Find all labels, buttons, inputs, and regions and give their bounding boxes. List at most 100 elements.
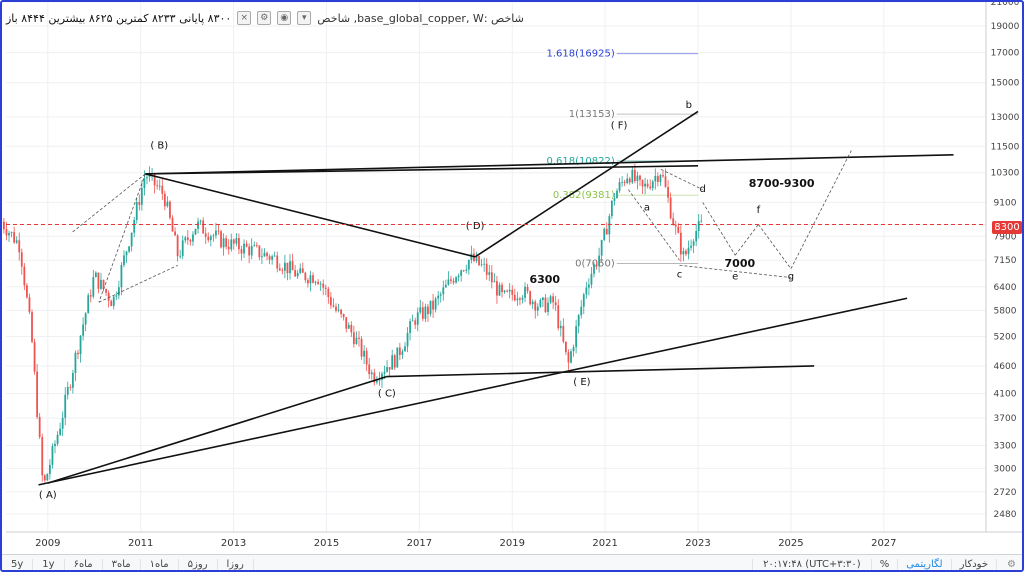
candle-body [370, 372, 373, 375]
timeframe-1y[interactable]: 1y [33, 559, 65, 570]
candle-body [194, 228, 197, 235]
candle-body [240, 249, 243, 254]
x-tick-2017: 2017 [407, 538, 432, 549]
candle-body [381, 373, 383, 380]
candle-body [355, 337, 358, 345]
candle-body [33, 341, 36, 372]
candle-body [610, 200, 613, 217]
candle-body [677, 226, 680, 233]
wave-label: ( C) [378, 388, 396, 399]
candle-body [600, 240, 603, 256]
candle-body [299, 268, 302, 273]
candle-body [383, 371, 386, 374]
candle-body [258, 245, 261, 258]
candle-body [503, 290, 506, 293]
wave-label: f [757, 205, 761, 216]
candle-body [314, 281, 317, 283]
candle-body [644, 183, 646, 187]
candle-body [641, 179, 644, 187]
candle-body [301, 268, 304, 273]
percent-toggle[interactable]: % [872, 559, 899, 570]
utc-clock[interactable]: ۲۰:۱۷:۴۸ (UTC+۳:۳۰) [752, 559, 872, 570]
settings-gear-icon[interactable]: ⚙ [1007, 559, 1016, 570]
candle-body [529, 291, 532, 305]
candle-body [554, 302, 557, 306]
candle-body [490, 272, 493, 283]
candle-body [306, 280, 309, 284]
candle-body [439, 294, 442, 296]
candles [2, 163, 703, 483]
timeframe-1m[interactable]: ۱ماه [141, 559, 179, 570]
chart-header: شاخص :base_global_copper, W, شاخص ▾ ◉ ⚙ … [6, 8, 524, 28]
candle-body [460, 270, 463, 276]
candle-body [20, 252, 23, 267]
candle-body [616, 190, 618, 199]
candle-body [651, 181, 654, 189]
candle-body [593, 264, 595, 274]
dashed-line-projection-2 [734, 224, 759, 256]
dropdown-icon[interactable]: ▾ [297, 11, 312, 25]
candle-body [15, 240, 18, 243]
log-toggle[interactable]: لگاریتمی [898, 559, 952, 570]
timeframe-5y[interactable]: 5y [2, 559, 34, 570]
candle-body [375, 380, 378, 383]
candle-body [100, 279, 102, 289]
x-tick-2021: 2021 [592, 538, 617, 549]
candle-body [112, 296, 115, 307]
candle-body [74, 352, 77, 373]
candle-body [230, 239, 233, 250]
dashed-line-projection-3 [758, 224, 792, 269]
candle-body [352, 332, 355, 345]
auto-toggle[interactable]: خودکار [952, 559, 998, 570]
candle-body [577, 315, 580, 327]
candle-body [442, 287, 445, 295]
timeframe-6m[interactable]: ۶ماه [65, 559, 103, 570]
candle-body [590, 273, 593, 285]
candle-body [41, 437, 44, 476]
dashed-line-B-triangle-3 [70, 173, 146, 234]
candle-body [171, 217, 174, 232]
dashed-line-bc-dash [628, 189, 680, 261]
candle-body [312, 275, 314, 283]
timeframe-5d[interactable]: ۵روز [179, 559, 218, 570]
symbol-title[interactable]: شاخص :base_global_copper, W, شاخص [317, 11, 524, 25]
candle-body [526, 286, 529, 292]
candle-body [117, 287, 120, 296]
candle-body [296, 272, 299, 277]
eye-icon[interactable]: ◉ [277, 11, 292, 25]
fib-label-1: 1(13153) [569, 109, 615, 120]
candle-body [278, 268, 281, 271]
fib-label-0: 0(7050) [575, 259, 615, 270]
candle-body [82, 324, 84, 336]
bottom-toolbar: 5y 1y ۶ماه ۳ماه ۱ماه ۵روز روزا ۲۰:۱۷:۴۸ … [2, 554, 1022, 570]
dashed-line-B-triangle-1 [98, 173, 146, 303]
candle-body [140, 188, 143, 205]
candle-body [513, 294, 516, 301]
timeframe-1d[interactable]: روزا [218, 559, 254, 570]
candle-body [406, 332, 409, 347]
candle-body [432, 300, 434, 310]
candle-body [97, 272, 100, 289]
timeframe-3m[interactable]: ۳ماه [103, 559, 141, 570]
candle-body [26, 285, 28, 298]
trend-line-B-upper-channel [145, 165, 699, 175]
candle-body [220, 231, 222, 248]
y-tick-3700: 3700 [994, 414, 1017, 424]
candle-body [674, 224, 677, 227]
wave-label: ( F) [611, 120, 628, 131]
candle-body [506, 290, 509, 292]
wave-label: c [677, 270, 683, 281]
settings-icon[interactable]: ⚙ [257, 11, 272, 25]
x-tick-2013: 2013 [221, 538, 246, 549]
candle-body [56, 434, 59, 444]
candle-body [161, 185, 164, 194]
candle-body [363, 350, 365, 357]
grid [6, 2, 986, 532]
close-icon[interactable]: × [237, 11, 252, 25]
candle-body [28, 297, 31, 313]
candle-body [158, 185, 161, 187]
candle-body [232, 239, 235, 244]
wave-label: e [732, 271, 738, 282]
wave-label: b [686, 100, 692, 111]
